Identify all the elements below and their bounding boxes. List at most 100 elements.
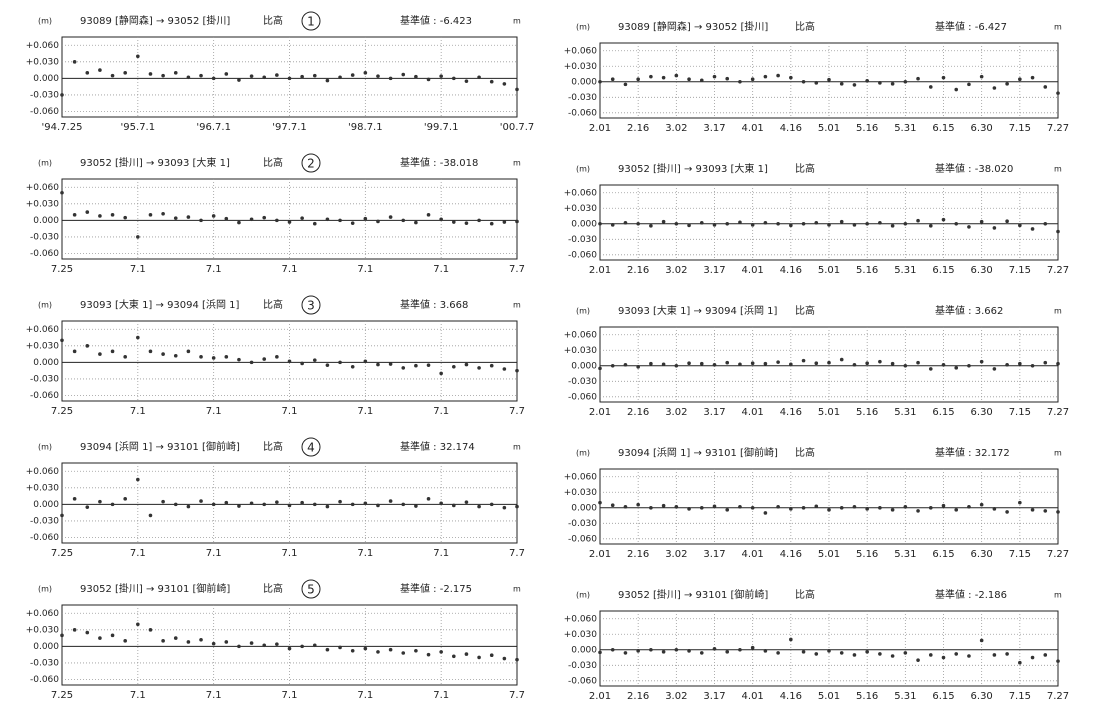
- x-tick-label: '98.7.1: [348, 122, 383, 133]
- quantity-label: 比高: [795, 162, 815, 175]
- y-tick-label: 0.000: [571, 219, 597, 229]
- data-point: [199, 73, 203, 78]
- data-point: [865, 78, 869, 83]
- data-point: [224, 72, 229, 76]
- data-point: [72, 349, 77, 354]
- unit-right: m: [513, 159, 521, 168]
- data-point: [636, 365, 640, 369]
- data-point: [1018, 500, 1022, 505]
- data-point: [598, 366, 602, 371]
- data-point: [123, 215, 127, 220]
- data-point: [489, 653, 494, 658]
- data-point: [661, 503, 666, 508]
- y-tick-label: 0.000: [33, 642, 59, 652]
- data-point: [967, 225, 971, 229]
- data-point: [85, 71, 90, 75]
- marker-number: 2: [307, 157, 315, 171]
- quantity-label: 比高: [263, 440, 283, 453]
- data-point: [979, 638, 984, 643]
- x-tick-label: 6.30: [971, 123, 993, 134]
- y-tick-label: 0.000: [33, 358, 59, 368]
- data-point: [275, 642, 279, 646]
- data-point: [1018, 223, 1022, 228]
- unit: (m): [576, 449, 590, 458]
- data-point: [211, 641, 216, 646]
- data-point: [388, 499, 393, 503]
- data-point: [789, 362, 793, 367]
- data-point: [249, 641, 254, 645]
- data-point: [789, 507, 793, 511]
- data-point: [85, 505, 90, 509]
- data-point: [262, 643, 267, 648]
- data-point: [738, 647, 742, 652]
- x-tick-label: 7.15: [1009, 123, 1031, 134]
- data-point: [148, 72, 153, 76]
- data-point: [224, 500, 229, 505]
- y-tick-label: -0.030: [30, 516, 59, 526]
- marker-circle: [301, 295, 321, 315]
- quantity-label: 比高: [795, 588, 815, 601]
- unit-right: m: [1054, 449, 1062, 458]
- data-point: [750, 77, 755, 82]
- x-tick-label: 5.01: [818, 549, 840, 560]
- reference-value: 基準値 : -6.427: [935, 20, 1007, 33]
- data-point: [489, 502, 494, 507]
- data-point: [388, 76, 393, 81]
- data-point: [712, 223, 717, 227]
- y-tick-label: -0.060: [568, 392, 597, 402]
- data-point: [60, 513, 64, 518]
- data-point: [110, 633, 115, 638]
- data-point: [598, 79, 602, 84]
- unit-right: m: [1054, 23, 1062, 32]
- data-point: [98, 636, 102, 640]
- data-point: [452, 220, 456, 224]
- y-tick-label: 0.000: [571, 77, 597, 87]
- data-point: [401, 218, 406, 223]
- data-point: [916, 509, 920, 513]
- data-point: [776, 651, 780, 655]
- data-point: [623, 651, 628, 655]
- data-point: [350, 364, 355, 369]
- y-tick-label: +0.030: [564, 630, 598, 640]
- marker-number: 5: [307, 583, 315, 597]
- data-point: [878, 652, 882, 656]
- data-point: [776, 504, 780, 509]
- x-tick-label: 4.16: [780, 123, 802, 134]
- data-point: [98, 352, 102, 356]
- unit: (m): [38, 301, 52, 310]
- data-point: [954, 87, 959, 92]
- data-point: [649, 74, 653, 79]
- data-point: [186, 640, 191, 644]
- y-tick-label: -0.060: [30, 391, 59, 401]
- data-point: [249, 217, 254, 222]
- data-point: [776, 73, 780, 78]
- data-point: [776, 221, 780, 226]
- data-point: [148, 628, 153, 632]
- data-point: [401, 72, 406, 77]
- data-point: [890, 654, 895, 658]
- quantity-label: 比高: [795, 304, 815, 317]
- data-point: [60, 338, 64, 343]
- data-point: [312, 358, 317, 362]
- data-point: [941, 362, 946, 367]
- data-point: [699, 78, 704, 83]
- data-point: [464, 79, 469, 83]
- y-tick-label: -0.060: [30, 107, 59, 117]
- data-point: [1043, 360, 1048, 365]
- y-tick-label: -0.060: [568, 676, 597, 686]
- data-point: [712, 74, 717, 79]
- data-point: [136, 54, 140, 59]
- x-tick-label: 2.16: [627, 123, 649, 134]
- data-point: [1005, 362, 1009, 367]
- data-point: [1005, 510, 1009, 514]
- x-tick-label: 7.27: [1047, 265, 1069, 276]
- data-point: [649, 224, 653, 228]
- data-point: [1043, 653, 1048, 657]
- data-point: [865, 650, 869, 654]
- data-point: [161, 499, 165, 504]
- data-point: [414, 363, 418, 368]
- data-point: [636, 77, 640, 82]
- data-point: [464, 221, 469, 225]
- data-point: [439, 217, 443, 222]
